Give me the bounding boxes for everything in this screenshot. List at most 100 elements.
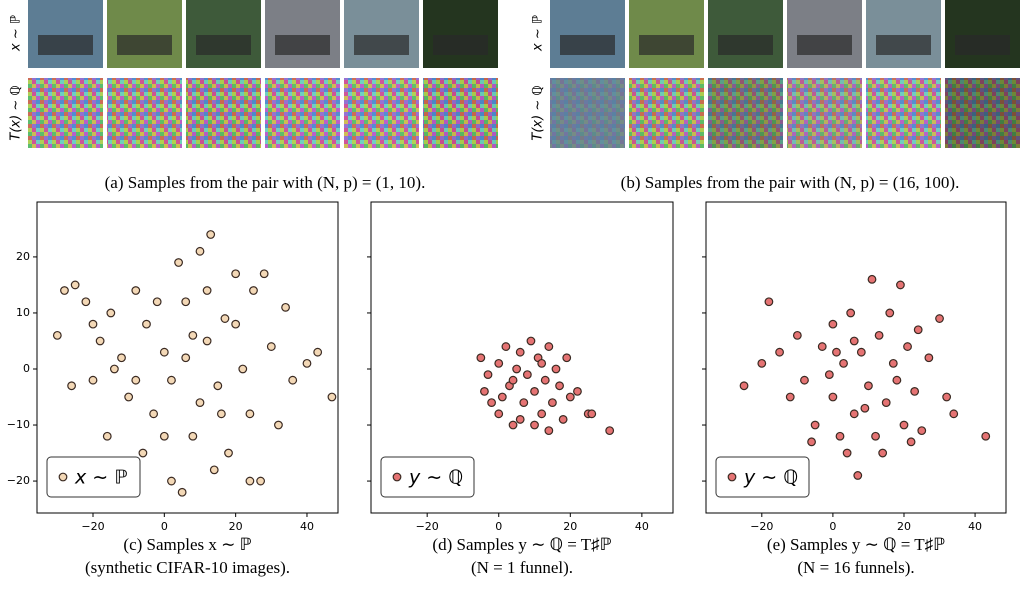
row-label: x ~ ℙ	[531, 15, 546, 52]
row-label: T(x) ~ ℚ	[9, 85, 24, 140]
point	[238, 364, 248, 374]
thumbnail	[708, 0, 783, 68]
point	[256, 476, 266, 486]
point	[537, 358, 547, 368]
point	[281, 302, 290, 312]
point	[981, 431, 991, 441]
x-tick-label: −20	[750, 520, 773, 533]
thumbnail-object	[354, 35, 409, 55]
thumbnail	[550, 0, 625, 68]
thumbnail	[344, 0, 419, 68]
point	[174, 258, 183, 267]
point	[327, 392, 337, 402]
point	[874, 330, 884, 340]
caption: (synthetic CIFAR-10 images).	[85, 558, 290, 577]
point	[917, 426, 927, 436]
legend-label: y ∼ ℚ	[408, 467, 463, 489]
point	[562, 353, 572, 363]
point	[519, 398, 529, 408]
thumbnail-object	[38, 35, 93, 55]
point	[302, 358, 312, 368]
x-tick-label: 40	[968, 520, 982, 533]
point	[202, 336, 212, 346]
point	[835, 431, 845, 441]
x-tick-label: 40	[300, 520, 314, 533]
point	[167, 375, 176, 385]
point	[544, 342, 554, 351]
point	[52, 330, 62, 340]
point	[209, 465, 219, 475]
row-label: T(x) ~ ℚ	[531, 85, 546, 140]
point	[313, 347, 323, 357]
point	[526, 336, 536, 346]
point	[757, 358, 767, 368]
point	[881, 398, 891, 408]
noise	[945, 78, 1020, 148]
point	[888, 358, 898, 368]
point	[109, 364, 119, 374]
point	[522, 370, 532, 379]
point	[807, 437, 816, 447]
caption: (a) Samples from the pair with (N, p) = …	[105, 173, 426, 192]
point	[515, 347, 525, 357]
row-label: x ~ ℙ	[9, 15, 24, 52]
point	[231, 319, 241, 329]
point	[476, 353, 486, 363]
point	[512, 364, 522, 374]
point	[259, 269, 269, 279]
caption: (d) Samples y ∼ ℚ = T♯ℙ	[432, 535, 611, 554]
point	[131, 375, 141, 385]
point	[867, 274, 877, 284]
point	[885, 308, 895, 318]
point	[530, 387, 539, 396]
x-tick-label: 20	[897, 520, 911, 533]
thumbnail	[107, 0, 182, 68]
noise	[265, 78, 340, 148]
point	[494, 358, 504, 368]
point	[142, 319, 151, 329]
point	[95, 336, 105, 346]
noise	[344, 78, 419, 148]
y-tick-label: 20	[16, 250, 30, 263]
y-tick-label: 0	[23, 362, 30, 375]
legend-box	[46, 456, 141, 498]
thumbnail-object	[955, 35, 1010, 55]
point	[775, 347, 784, 357]
point	[587, 409, 597, 419]
point	[177, 487, 187, 497]
point	[508, 420, 518, 430]
point	[605, 426, 615, 436]
caption: (b) Samples from the pair with (N, p) = …	[621, 173, 960, 192]
point	[842, 448, 852, 458]
x-tick-label: −20	[81, 520, 104, 533]
point	[152, 297, 162, 307]
noise	[787, 78, 862, 148]
thumbnail-object	[117, 35, 172, 55]
point	[494, 409, 504, 419]
point	[149, 409, 159, 419]
point	[540, 375, 550, 385]
point	[106, 308, 116, 318]
point	[878, 448, 888, 458]
thumbnail	[186, 0, 261, 68]
point	[195, 246, 205, 256]
point	[839, 358, 848, 368]
legend-marker	[392, 472, 402, 482]
noise	[708, 78, 783, 148]
thumbnail-object	[275, 35, 330, 55]
caption: (N = 16 funnels).	[797, 558, 914, 577]
legend-label: x ∼ ℙ	[74, 467, 128, 489]
thumbnail	[28, 0, 103, 68]
noise	[107, 78, 182, 148]
point	[856, 347, 866, 357]
point	[188, 431, 198, 441]
point	[515, 415, 525, 424]
point	[792, 330, 802, 340]
point	[849, 409, 859, 419]
point	[800, 375, 809, 385]
point	[817, 342, 827, 351]
point	[138, 448, 148, 458]
thumbnail-object	[718, 35, 773, 55]
point	[88, 375, 98, 385]
